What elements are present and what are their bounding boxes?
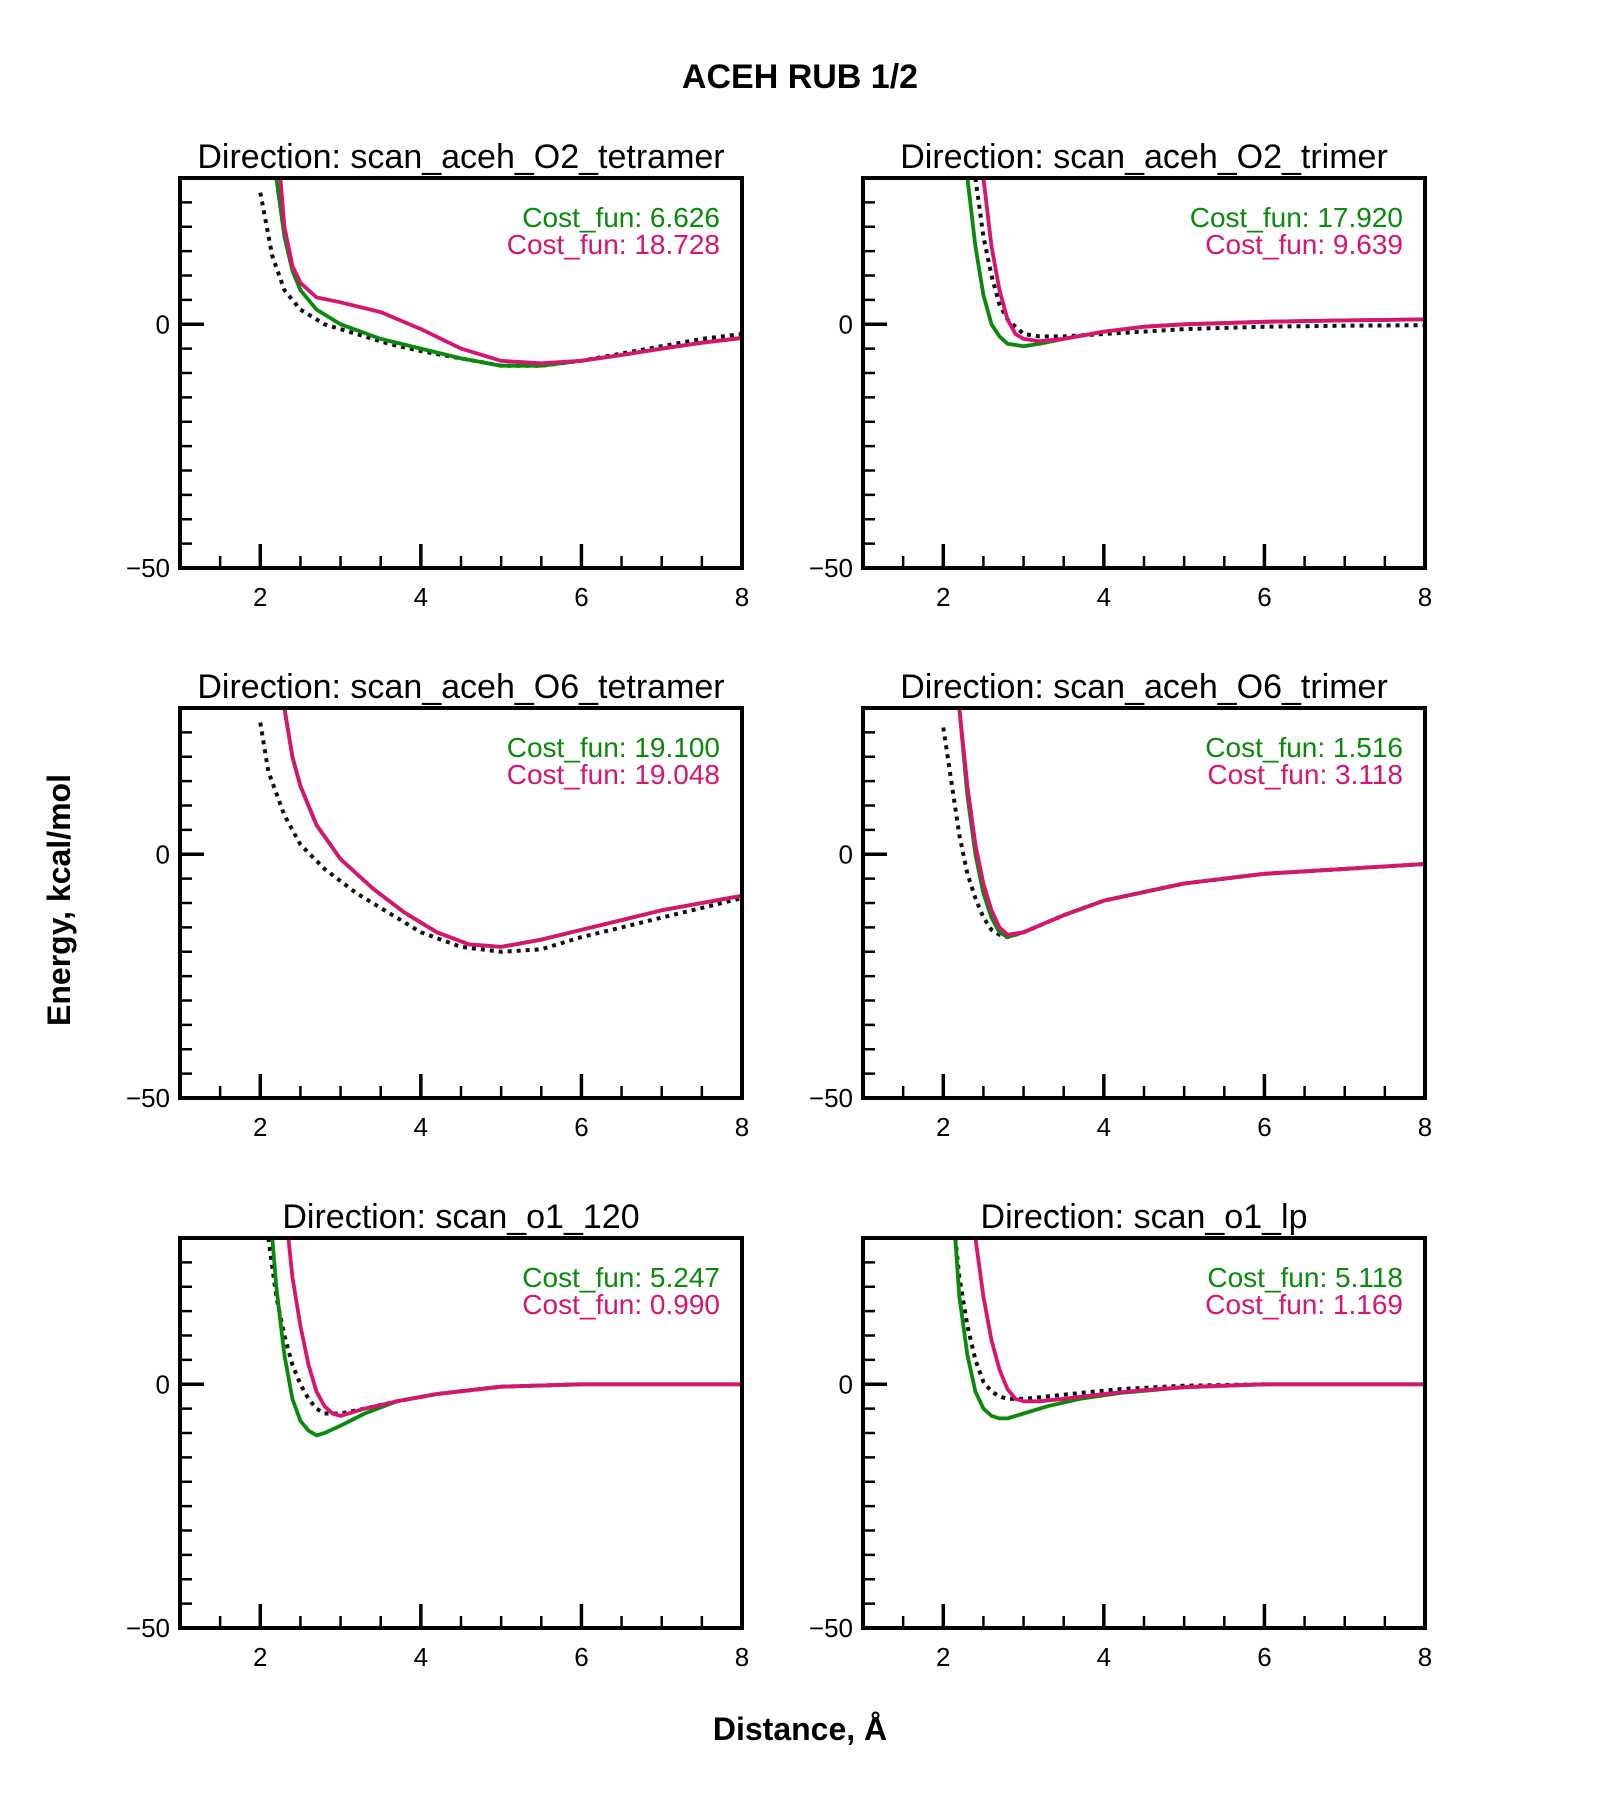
- cost-annotation: Cost_fun: 3.118: [1207, 759, 1403, 790]
- panel-title: Direction: scan_o1_120: [282, 1198, 639, 1236]
- plot-frame: [861, 706, 1427, 1100]
- x-tick-label: 2: [253, 582, 267, 612]
- x-tick-label: 8: [1418, 582, 1432, 612]
- x-tick-label: 6: [574, 582, 588, 612]
- panel-3: 2 4 6 8 −50 0 Direction: scan_aceh_O6_tetramer…: [126, 668, 749, 1142]
- series-line-magenta: [973, 1238, 1425, 1404]
- y-tick-label: 0: [839, 309, 853, 339]
- series-line-reference: [258, 192, 742, 368]
- cost-annotation: Cost_fun: 9.639: [1205, 229, 1403, 260]
- panel-title: Direction: scan_aceh_O2_trimer: [900, 138, 1388, 176]
- plot-frame: [178, 176, 744, 570]
- x-tick-label: 2: [936, 582, 950, 612]
- y-tick-label: 0: [156, 839, 170, 869]
- series-line-reference: [258, 722, 742, 954]
- cost-annotation: Cost_fun: 1.516: [1205, 732, 1403, 763]
- y-tick-label: −50: [126, 553, 170, 583]
- x-tick-label: 2: [253, 1112, 267, 1142]
- y-tick-label: 0: [839, 1369, 853, 1399]
- x-tick-label: 8: [735, 1112, 749, 1142]
- series-line-magenta: [286, 1238, 742, 1418]
- x-tick-label: 8: [735, 1642, 749, 1672]
- x-tick-label: 6: [574, 1642, 588, 1672]
- cost-annotation: Cost_fun: 19.048: [507, 759, 720, 790]
- plot-frame: [861, 1236, 1427, 1630]
- x-tick-label: 4: [1097, 1642, 1111, 1672]
- panel-title: Direction: scan_o1_lp: [981, 1198, 1308, 1236]
- x-tick-label: 2: [936, 1642, 950, 1672]
- x-tick-label: 8: [1418, 1112, 1432, 1142]
- y-tick-label: −50: [809, 1083, 853, 1113]
- panel-title: Direction: scan_aceh_O6_trimer: [900, 668, 1388, 706]
- y-tick-label: −50: [809, 1613, 853, 1643]
- plot-frame: [861, 176, 1427, 570]
- y-tick-label: 0: [156, 309, 170, 339]
- panel-title: Direction: scan_aceh_O6_tetramer: [197, 668, 724, 706]
- y-tick-label: −50: [809, 553, 853, 583]
- x-tick-label: 2: [936, 1112, 950, 1142]
- series-line-reference: [953, 1238, 1265, 1401]
- panel-title: Direction: scan_aceh_O2_tetramer: [197, 138, 724, 176]
- cost-annotation: Cost_fun: 18.728: [507, 229, 720, 260]
- x-tick-label: 4: [414, 1112, 428, 1142]
- x-tick-label: 6: [1257, 1642, 1271, 1672]
- x-tick-label: 4: [1097, 1112, 1111, 1142]
- x-tick-label: 6: [1257, 1112, 1271, 1142]
- y-tick-label: 0: [156, 1369, 170, 1399]
- panel-5: 2 4 6 8 −50 0 Direction: scan_o1_120 Cost_fun: …: [126, 1198, 749, 1672]
- series-line-magenta: [282, 708, 742, 949]
- cost-annotation: Cost_fun: 0.990: [522, 1289, 720, 1320]
- x-tick-label: 4: [1097, 582, 1111, 612]
- x-tick-label: 8: [1418, 1642, 1432, 1672]
- x-tick-label: 4: [414, 1642, 428, 1672]
- cost-annotation: Cost_fun: 6.626: [522, 202, 720, 233]
- y-tick-label: −50: [126, 1613, 170, 1643]
- y-tick-label: 0: [839, 839, 853, 869]
- panel-1: 2 4 6 8 −50 0 Direction: scan_aceh_O2_tetramer…: [126, 138, 749, 612]
- plot-frame: [178, 706, 744, 1100]
- cost-annotation: Cost_fun: 5.247: [522, 1262, 720, 1293]
- x-tick-label: 2: [253, 1642, 267, 1672]
- figure-xlabel: Distance, Å: [713, 1711, 887, 1747]
- panels: 2 4 6 8 −50 0 Direction: scan_aceh_O2_tetramer…: [126, 138, 1432, 1672]
- x-tick-label: 6: [574, 1112, 588, 1142]
- x-tick-label: 8: [735, 582, 749, 612]
- figure-title: ACEH RUB 1/2: [682, 58, 918, 96]
- panel-2: 2 4 6 8 −50 0 Direction: scan_aceh_O2_trimer Co…: [809, 138, 1432, 612]
- series-line-magenta: [957, 708, 1425, 937]
- panel-6: 2 4 6 8 −50 0 Direction: scan_o1_lp Cost_fun: 5…: [809, 1198, 1432, 1672]
- plot-frame: [178, 1236, 744, 1630]
- cost-annotation: Cost_fun: 17.920: [1190, 202, 1403, 233]
- series-line-magenta: [278, 178, 742, 366]
- cost-annotation: Cost_fun: 1.169: [1205, 1289, 1403, 1320]
- cost-annotation: Cost_fun: 19.100: [507, 732, 720, 763]
- series-line-magenta: [981, 178, 1425, 344]
- cost-annotation: Cost_fun: 5.118: [1207, 1262, 1403, 1293]
- figure-ylabel: Energy, kcal/mol: [41, 774, 77, 1026]
- panel-4: 2 4 6 8 −50 0 Direction: scan_aceh_O6_trimer Co…: [809, 668, 1432, 1142]
- x-tick-label: 6: [1257, 582, 1271, 612]
- y-tick-label: −50: [126, 1083, 170, 1113]
- x-tick-label: 4: [414, 582, 428, 612]
